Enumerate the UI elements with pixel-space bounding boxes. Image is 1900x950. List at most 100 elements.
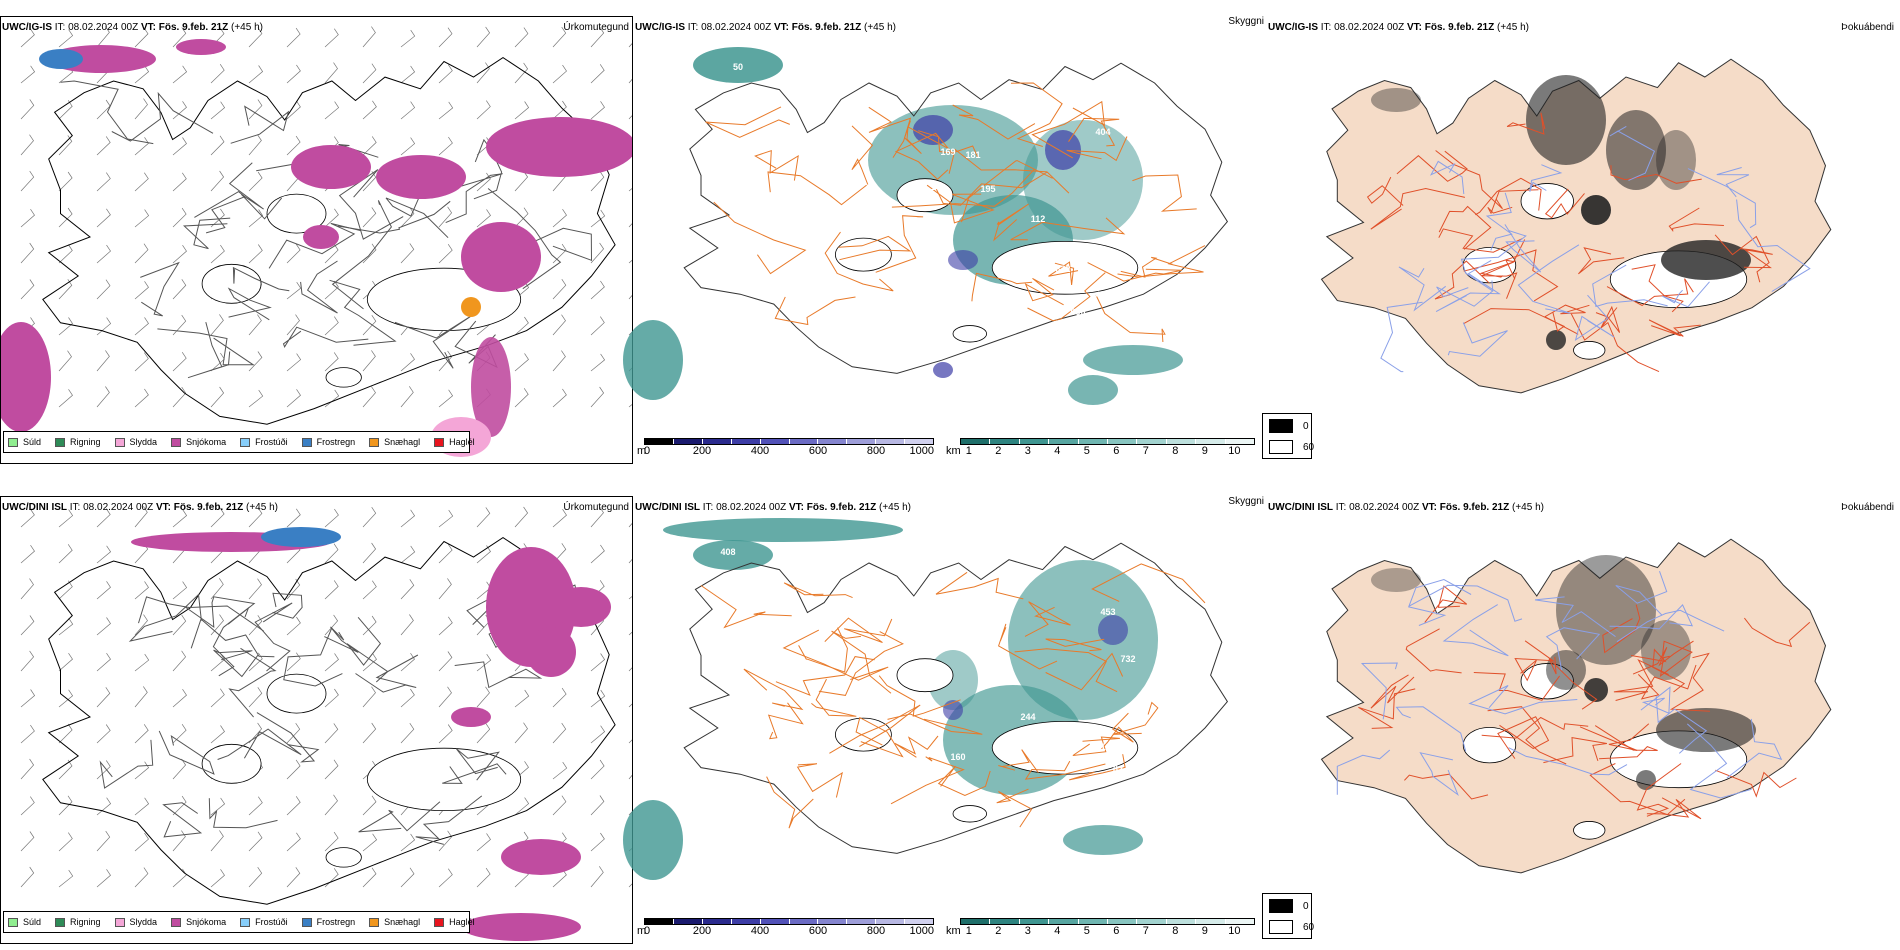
legend-label: Súld <box>23 437 42 447</box>
wind-barb <box>20 578 34 600</box>
legend-swatch <box>8 437 18 447</box>
iceland-land <box>1320 58 1832 394</box>
wind-barb <box>210 208 225 228</box>
colorbar-tick: 8 <box>1172 925 1179 937</box>
wind-barb <box>134 172 149 192</box>
wind-barb <box>58 653 73 672</box>
wind-barb <box>400 579 415 600</box>
colorbar-step <box>905 919 934 924</box>
road-line <box>1091 563 1206 604</box>
wind-barb <box>134 581 149 600</box>
panel-title: UWC/DINI ISL IT: 08.02.2024 00Z VT: Fös.… <box>1268 502 1544 513</box>
fog-area <box>1661 240 1751 280</box>
road-line <box>228 647 277 718</box>
snow-area <box>461 913 581 941</box>
wind-barb <box>362 795 377 816</box>
wind-barb <box>514 506 529 528</box>
road-line <box>282 326 369 348</box>
colorbar-step <box>1166 439 1197 444</box>
wind-barb <box>248 652 263 672</box>
road-line <box>230 105 290 144</box>
issue-time-label: IT: <box>52 22 69 33</box>
wind-barb <box>552 243 567 264</box>
wind-barb <box>134 506 148 528</box>
colorbar-step <box>760 919 790 924</box>
wind-barb <box>286 64 301 84</box>
visibility-value-label: 732 <box>1120 654 1135 664</box>
road-line <box>445 173 503 224</box>
road-line <box>187 321 231 379</box>
wind-barb <box>96 760 111 780</box>
road-line <box>868 106 912 158</box>
wind-barb <box>438 578 452 600</box>
colorbar-step <box>876 439 906 444</box>
colorbar-tick: 10 <box>1228 445 1241 457</box>
visibility-value-label: 309 <box>1175 712 1190 722</box>
fog-area <box>1656 130 1696 190</box>
glacier-outline <box>834 717 892 752</box>
wind-barb <box>400 207 415 228</box>
fog-label: Þokuábendi <box>1841 22 1894 33</box>
wind-barb <box>96 386 110 408</box>
wind-barb <box>476 723 491 744</box>
wind-barb <box>590 795 605 816</box>
legend-label: Snjókoma <box>186 917 227 927</box>
colorbar-tick: 200 <box>692 445 712 457</box>
wind-barb <box>58 29 74 48</box>
road-line <box>1024 601 1071 637</box>
wind-barb <box>590 832 605 852</box>
colorbar-tick: 0 <box>644 925 651 937</box>
wind-barb <box>172 207 187 228</box>
wind-barb <box>172 279 187 300</box>
road-line <box>1487 189 1539 215</box>
wind-barb <box>248 134 262 156</box>
wind-barb <box>96 317 112 336</box>
colorbar-step <box>990 439 1020 444</box>
road-line <box>1460 230 1527 292</box>
road-line <box>894 735 939 758</box>
wind-barb <box>286 27 301 48</box>
road-line <box>1631 264 1684 313</box>
road-line <box>996 788 1033 828</box>
colorbar-tick: 8 <box>1172 445 1179 457</box>
wind-barb <box>172 27 187 48</box>
legend-swatch <box>434 437 445 447</box>
wind-barb <box>362 653 377 672</box>
glacier-outline <box>1573 821 1606 840</box>
wind-barb <box>172 386 187 408</box>
ceiling-unit: m <box>637 925 647 937</box>
wind-barb <box>134 137 149 156</box>
wind-barb <box>476 62 490 84</box>
road-line <box>1429 160 1465 195</box>
wind-barb <box>324 868 339 888</box>
visibility-value-label: 406 <box>1095 290 1110 300</box>
colorbar-step <box>1019 439 1050 444</box>
visibility-value-label: 453 <box>1100 607 1115 617</box>
wind-barb <box>438 64 453 84</box>
wind-barb <box>400 688 415 708</box>
road-line <box>1027 272 1106 322</box>
wind-barb <box>438 724 453 744</box>
model-name: UWC/DINI ISL <box>1268 502 1333 513</box>
wind-barb <box>590 280 605 300</box>
road-line <box>454 661 543 689</box>
road-line <box>1514 640 1555 682</box>
valid-time-label: VT: <box>140 22 159 33</box>
wind-barb <box>552 509 567 528</box>
road-line <box>1578 247 1625 275</box>
wind-barb <box>248 867 263 888</box>
wind-barb <box>438 509 454 528</box>
wind-barb <box>514 353 529 372</box>
road-line <box>1517 244 1580 314</box>
wind-barb <box>134 832 149 852</box>
road-line <box>961 160 1053 223</box>
wind-barb <box>324 28 339 48</box>
wind-barb <box>58 544 73 564</box>
visibility-value-label: 112 <box>1031 214 1046 224</box>
wind-barb <box>96 244 111 264</box>
road-line <box>272 592 303 619</box>
valid-time-label: VT: <box>773 22 792 33</box>
wind-barb <box>400 509 416 528</box>
road-line <box>811 678 857 717</box>
road-line <box>99 739 154 789</box>
